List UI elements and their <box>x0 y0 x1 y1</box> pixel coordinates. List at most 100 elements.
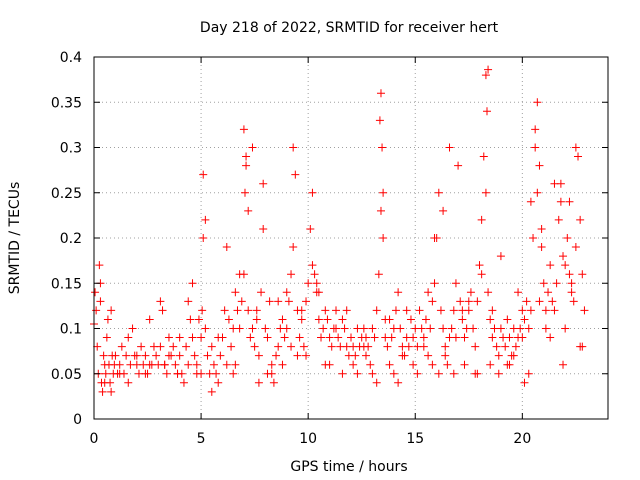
grid-lines <box>94 57 608 419</box>
data-point <box>132 351 141 360</box>
data-point <box>443 360 452 369</box>
data-point <box>145 315 154 324</box>
data-point <box>477 270 486 279</box>
data-point <box>263 369 272 378</box>
data-point <box>439 206 448 215</box>
data-point <box>201 215 210 224</box>
data-point <box>257 288 266 297</box>
data-point <box>164 351 173 360</box>
data-point <box>141 369 150 378</box>
data-point <box>207 387 216 396</box>
data-point <box>361 351 370 360</box>
data-point <box>361 333 370 342</box>
data-point <box>368 369 377 378</box>
data-point <box>484 65 493 74</box>
data-point <box>511 342 520 351</box>
data-point <box>156 342 165 351</box>
data-point <box>289 243 298 252</box>
y-tick-labels: 0 0.05 0.1 0.15 0.2 0.25 0.3 0.35 0.4 <box>51 50 82 428</box>
data-point <box>415 306 424 315</box>
data-point <box>220 306 229 315</box>
data-point <box>207 342 216 351</box>
data-point <box>199 234 208 242</box>
data-point <box>278 315 287 324</box>
data-point <box>494 369 503 378</box>
data-point <box>179 378 188 387</box>
data-point <box>280 333 289 342</box>
data-point <box>239 125 248 134</box>
data-point <box>533 188 542 197</box>
data-point <box>265 297 274 306</box>
data-point <box>458 315 467 324</box>
data-point <box>492 342 501 351</box>
data-point <box>518 306 527 315</box>
data-point <box>103 315 112 324</box>
data-point <box>419 333 428 342</box>
data-point <box>351 351 360 360</box>
data-point <box>383 342 392 351</box>
y-tick-label: 0.25 <box>51 186 82 202</box>
data-point <box>516 324 525 333</box>
data-point <box>192 360 201 369</box>
data-point <box>184 297 193 306</box>
data-point <box>267 360 276 369</box>
data-point <box>115 360 124 369</box>
data-point <box>406 315 415 324</box>
data-point <box>201 324 210 333</box>
y-axis-label: SRMTID / TECUs <box>7 182 23 295</box>
data-point <box>237 297 246 306</box>
data-point <box>396 324 405 333</box>
x-tick-label: 20 <box>513 431 531 447</box>
data-point <box>319 324 328 333</box>
data-point <box>537 224 546 233</box>
data-point <box>332 324 341 333</box>
data-point <box>424 288 433 297</box>
data-point <box>375 116 384 125</box>
data-point <box>496 324 505 333</box>
data-point <box>535 297 544 306</box>
data-point <box>473 369 482 378</box>
data-point <box>359 324 368 333</box>
data-point <box>347 333 355 342</box>
data-point <box>242 152 251 161</box>
data-point <box>520 315 529 324</box>
data-point <box>430 234 439 242</box>
data-point <box>567 288 576 297</box>
data-point <box>574 152 583 161</box>
data-point <box>312 279 321 288</box>
data-point <box>486 315 495 324</box>
data-point <box>456 297 465 306</box>
data-point <box>544 288 553 297</box>
data-point <box>259 179 268 188</box>
data-point <box>441 351 450 360</box>
data-point <box>242 161 251 170</box>
data-point <box>122 351 131 360</box>
data-point <box>430 279 439 288</box>
data-point <box>454 161 463 170</box>
data-point <box>539 279 548 288</box>
data-point <box>203 351 212 360</box>
data-point <box>325 360 334 369</box>
data-point <box>124 333 133 342</box>
data-point <box>370 333 379 342</box>
data-point <box>486 360 495 369</box>
data-point <box>451 333 460 342</box>
data-point <box>274 342 283 351</box>
data-point <box>436 306 445 315</box>
data-point <box>376 206 385 215</box>
data-point <box>488 333 497 342</box>
data-point <box>342 306 351 315</box>
data-point <box>152 351 161 360</box>
data-point <box>302 351 311 360</box>
data-point <box>302 297 311 306</box>
data-point <box>317 333 326 342</box>
data-point <box>518 333 527 342</box>
data-point <box>323 315 332 324</box>
y-tick-label: 0.2 <box>60 231 82 247</box>
data-point <box>482 107 491 116</box>
data-point <box>295 333 304 342</box>
data-point <box>160 360 169 369</box>
data-point <box>481 188 490 197</box>
data-point <box>556 197 565 206</box>
chart-title: Day 218 of 2022, SRMTID for receiver her… <box>200 20 499 36</box>
